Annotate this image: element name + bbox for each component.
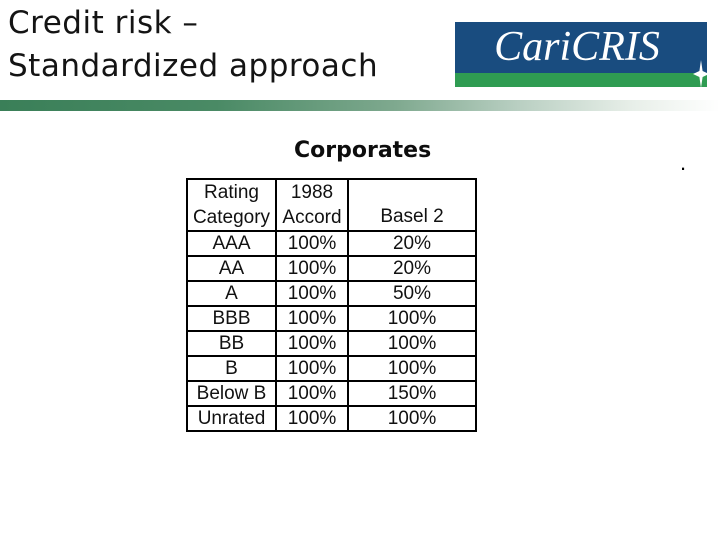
caricris-logo: CariCRIS bbox=[455, 22, 709, 88]
table-row: AA 100% 20% bbox=[186, 255, 477, 282]
table-cell: 100% bbox=[275, 255, 349, 282]
header-text: Accord bbox=[282, 207, 342, 228]
risk-weights-table: Rating Category 1988 Accord Basel 2 AAA … bbox=[186, 178, 477, 432]
header-basel-2: Basel 2 bbox=[347, 178, 477, 232]
table-row: B 100% 100% bbox=[186, 355, 477, 382]
table-title: Corporates bbox=[294, 138, 432, 163]
table-cell: 100% bbox=[275, 405, 349, 432]
table-cell: BBB bbox=[186, 305, 277, 332]
logo-wordmark: CariCRIS bbox=[494, 24, 660, 70]
table-cell: 20% bbox=[347, 230, 477, 257]
table-cell: 150% bbox=[347, 380, 477, 407]
table-cell: 100% bbox=[347, 305, 477, 332]
table-cell: BB bbox=[186, 330, 277, 357]
table-cell: 100% bbox=[275, 380, 349, 407]
table-cell: B bbox=[186, 355, 277, 382]
table-header-row: Rating Category 1988 Accord Basel 2 bbox=[186, 178, 477, 232]
header-rating-category: Rating Category bbox=[186, 178, 277, 232]
page-title-line1: Credit risk – bbox=[8, 5, 199, 41]
four-point-star-icon bbox=[693, 60, 709, 88]
stray-dot: . bbox=[680, 150, 687, 175]
table-cell: 100% bbox=[275, 305, 349, 332]
table-cell: 50% bbox=[347, 280, 477, 307]
table-row: AAA 100% 20% bbox=[186, 230, 477, 257]
table-row: BB 100% 100% bbox=[186, 330, 477, 357]
header-text: Category bbox=[192, 207, 271, 228]
header-text: 1988 bbox=[290, 182, 334, 203]
table-cell: Below B bbox=[186, 380, 277, 407]
table-cell: 20% bbox=[347, 255, 477, 282]
table-row: Unrated 100% 100% bbox=[186, 405, 477, 432]
table-row: BBB 100% 100% bbox=[186, 305, 477, 332]
header-text: Basel 2 bbox=[380, 206, 444, 227]
table-cell: 100% bbox=[275, 230, 349, 257]
page-title-line2: Standardized approach bbox=[8, 48, 379, 84]
page-title: Credit risk – Standardized approach bbox=[8, 2, 378, 88]
table-cell: A bbox=[186, 280, 277, 307]
header-1988-accord: 1988 Accord bbox=[275, 178, 349, 232]
table-cell: 100% bbox=[347, 355, 477, 382]
table-cell: 100% bbox=[275, 330, 349, 357]
logo-green-band bbox=[455, 73, 707, 87]
table-cell: AAA bbox=[186, 230, 277, 257]
accent-gradient-bar bbox=[0, 100, 720, 111]
table-cell: AA bbox=[186, 255, 277, 282]
table-cell: Unrated bbox=[186, 405, 277, 432]
table-cell: 100% bbox=[347, 330, 477, 357]
header-text: Rating bbox=[204, 182, 259, 203]
table-cell: 100% bbox=[275, 280, 349, 307]
table-cell: 100% bbox=[347, 405, 477, 432]
table-row: Below B 100% 150% bbox=[186, 380, 477, 407]
table-cell: 100% bbox=[275, 355, 349, 382]
table-row: A 100% 50% bbox=[186, 280, 477, 307]
logo-blue-panel bbox=[455, 22, 707, 73]
